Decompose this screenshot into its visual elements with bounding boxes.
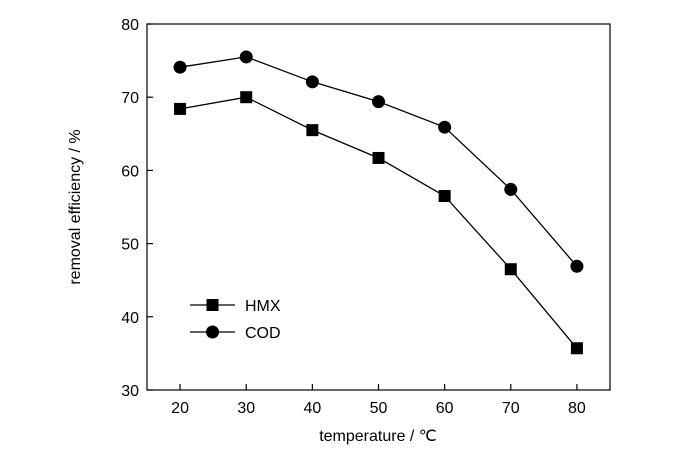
y-tick-label: 30 bbox=[121, 383, 139, 400]
cod-point bbox=[372, 95, 385, 109]
cod-point bbox=[570, 259, 584, 273]
hmx-line bbox=[179, 96, 578, 349]
cod-point bbox=[504, 182, 518, 196]
hmx-point bbox=[570, 342, 583, 355]
x-tick-label: 70 bbox=[502, 400, 520, 417]
series-cod bbox=[173, 50, 584, 273]
x-axis-label: temperature / ℃ bbox=[319, 428, 437, 445]
cod-point bbox=[173, 60, 187, 74]
legend-item-cod: COD bbox=[190, 325, 281, 342]
y-axis-label: removal efficiency / % bbox=[67, 129, 84, 284]
hmx-point bbox=[438, 190, 451, 203]
hmx-point bbox=[240, 91, 253, 104]
legend-marker bbox=[206, 325, 219, 339]
hmx-point bbox=[306, 124, 319, 137]
y-tick-label: 50 bbox=[121, 237, 139, 254]
y-tick-label: 70 bbox=[121, 90, 139, 107]
legend-item-hmx: HMX bbox=[190, 298, 281, 315]
y-tick-label: 40 bbox=[121, 310, 139, 327]
x-tick-label: 40 bbox=[303, 400, 321, 417]
y-tick-label: 60 bbox=[121, 163, 139, 180]
legend-label: HMX bbox=[245, 298, 281, 315]
hmx-point bbox=[174, 102, 187, 115]
series-hmx bbox=[174, 91, 583, 355]
x-tick-label: 60 bbox=[436, 400, 454, 417]
cod-point bbox=[239, 50, 253, 64]
x-tick-label: 20 bbox=[171, 400, 189, 417]
axis-ticks: 20 30 40 50 60 70 80 30 40 50 60 70 80 bbox=[121, 17, 586, 417]
legend-label: COD bbox=[245, 325, 281, 342]
x-tick-label: 50 bbox=[370, 400, 388, 417]
series-layer bbox=[173, 50, 584, 355]
legend: HMX COD bbox=[190, 298, 281, 342]
x-tick-label: 80 bbox=[568, 400, 586, 417]
hmx-point bbox=[504, 263, 517, 276]
x-tick-label: 30 bbox=[237, 400, 255, 417]
cod-point bbox=[305, 75, 319, 89]
cod-point bbox=[438, 120, 452, 134]
y-tick-label: 80 bbox=[121, 17, 139, 34]
hmx-point bbox=[372, 151, 385, 164]
legend-marker bbox=[206, 299, 219, 311]
